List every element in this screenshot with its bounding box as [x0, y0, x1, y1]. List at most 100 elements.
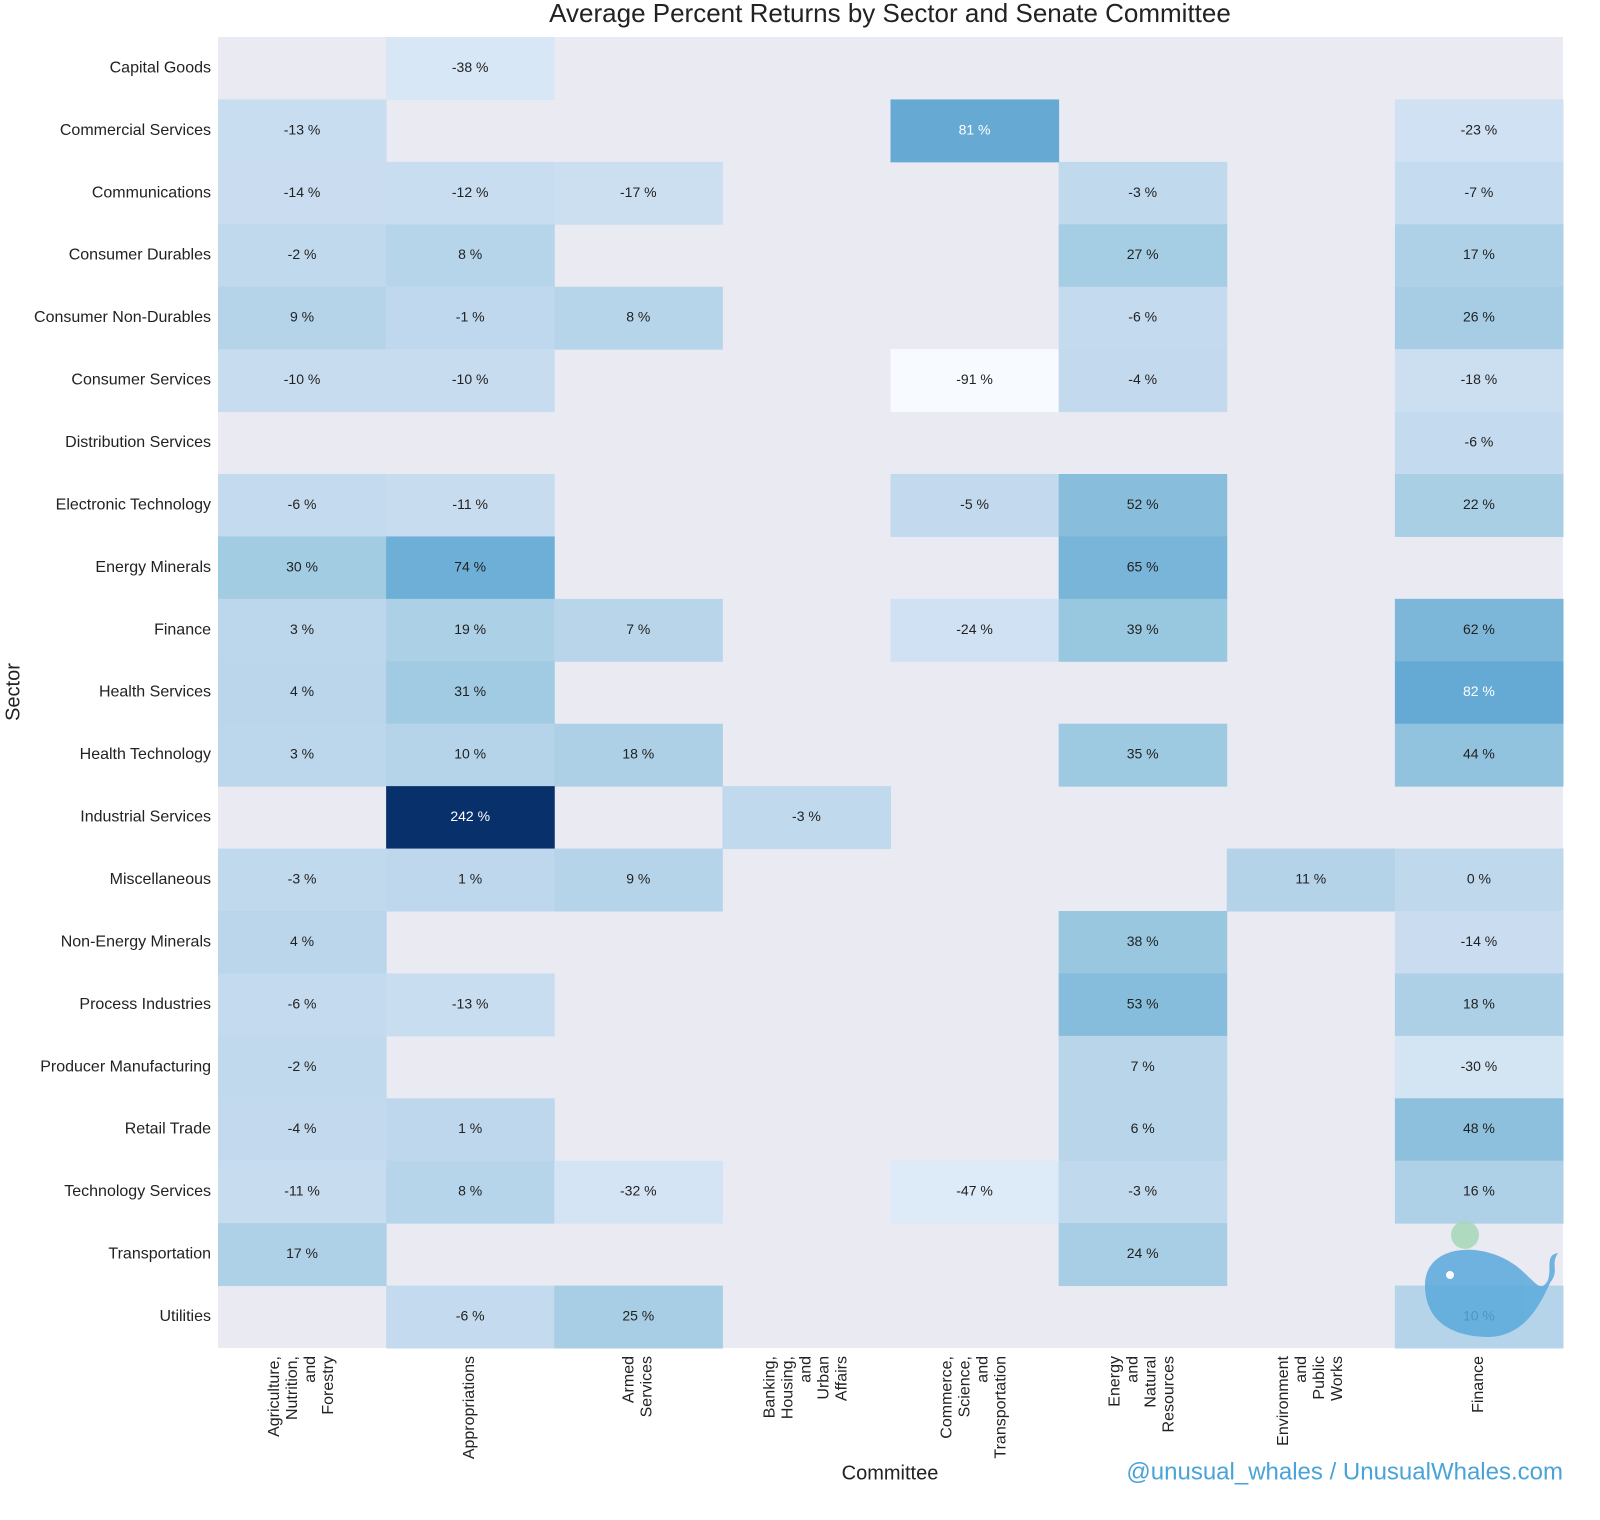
- heat-cell: [1058, 723, 1228, 787]
- heat-cell: [218, 349, 387, 413]
- x-tick-label: Banking,Housing,andUrbanAffairs: [762, 1356, 851, 1419]
- cell-label: -14 %: [1461, 933, 1498, 949]
- heat-cell: [386, 349, 555, 413]
- heat-cell: [1394, 1098, 1564, 1162]
- heat-cell: [1394, 99, 1564, 163]
- y-tick-label: Consumer Services: [71, 372, 211, 389]
- heat-cell: [218, 973, 387, 1037]
- cell-label: 9 %: [626, 870, 650, 886]
- heat-cell: [1394, 286, 1564, 350]
- cell-label: 27 %: [1127, 246, 1159, 262]
- x-tick-group: Commerce,Science,andTransportation: [939, 1356, 1010, 1459]
- cell-label: -1 %: [456, 309, 485, 325]
- heat-cell: [1058, 224, 1228, 288]
- heat-cell: [1058, 1098, 1228, 1162]
- cell-label: 74 %: [454, 558, 486, 574]
- cell-label: 35 %: [1127, 746, 1159, 762]
- heat-cell: [1058, 911, 1228, 974]
- heat-cell: [218, 1035, 387, 1099]
- heat-cell: [386, 1160, 555, 1224]
- cell-label: -18 %: [1461, 371, 1498, 387]
- cell-label: -10 %: [452, 371, 489, 387]
- cell-label: -3 %: [1128, 184, 1157, 200]
- cell-label: 3 %: [290, 746, 314, 762]
- heat-cell: [386, 598, 555, 662]
- heat-cell: [1058, 474, 1228, 537]
- cell-label: -5 %: [960, 496, 989, 512]
- cell-label: -6 %: [1128, 309, 1157, 325]
- cell-label: 52 %: [1127, 496, 1159, 512]
- heat-cell: [1058, 286, 1228, 350]
- x-tick-label: Finance: [1470, 1356, 1487, 1413]
- cell-label: 38 %: [1127, 933, 1159, 949]
- cell-label: -30 %: [1461, 1058, 1498, 1074]
- y-tick-label: Technology Services: [64, 1183, 211, 1200]
- heat-cell: [218, 474, 387, 537]
- watermark: @unusual_whales / UnusualWhales.com: [1126, 1458, 1563, 1485]
- whale-logo: [1425, 1221, 1558, 1337]
- heat-cell: [722, 786, 891, 850]
- heat-cell: [554, 848, 723, 912]
- heat-cell: [1058, 1223, 1228, 1287]
- heat-cell: [890, 99, 1060, 163]
- heat-cell: [1394, 224, 1564, 288]
- heat-cell: [218, 1098, 387, 1162]
- y-tick-label: Health Technology: [80, 746, 211, 763]
- heat-cell: [890, 1160, 1060, 1224]
- cell-label: -3 %: [792, 808, 821, 824]
- heat-cell: [386, 1098, 555, 1162]
- y-tick-label: Process Industries: [79, 996, 211, 1013]
- heat-cell: [1058, 161, 1228, 225]
- y-tick-label: Energy Minerals: [95, 559, 211, 576]
- heat-cell: [386, 723, 555, 787]
- heat-cell: [1058, 598, 1228, 662]
- heat-cell: [1058, 1035, 1228, 1099]
- heat-cell: [890, 349, 1060, 413]
- cell-label: -2 %: [288, 1058, 317, 1074]
- cell-label: 7 %: [1131, 1058, 1155, 1074]
- cell-label: -17 %: [620, 184, 657, 200]
- y-tick-label: Transportation: [108, 1246, 211, 1263]
- heat-cell: [1394, 1035, 1564, 1099]
- cell-label: 39 %: [1127, 621, 1159, 637]
- y-tick-label: Finance: [154, 621, 211, 638]
- cell-label: -6 %: [1465, 433, 1494, 449]
- cell-label: 53 %: [1127, 995, 1159, 1011]
- y-tick-label: Capital Goods: [110, 59, 211, 76]
- cell-label: 0 %: [1467, 870, 1491, 886]
- heat-cell: [1394, 598, 1564, 662]
- heat-cell: [218, 848, 387, 912]
- y-tick-label: Producer Manufacturing: [40, 1058, 211, 1075]
- cell-label: -13 %: [284, 121, 321, 137]
- cell-label: -6 %: [288, 496, 317, 512]
- heat-cell: [386, 973, 555, 1037]
- heat-cell: [554, 161, 723, 225]
- x-tick-label: EnergyandNaturalResources: [1107, 1356, 1178, 1432]
- heat-cell: [1394, 161, 1564, 225]
- cell-label: 30 %: [286, 558, 318, 574]
- heat-cell: [218, 224, 387, 288]
- heat-cell: [1394, 349, 1564, 413]
- x-tick-label: Commerce,Science,andTransportation: [939, 1356, 1010, 1459]
- cell-label: 3 %: [290, 621, 314, 637]
- heat-cell: [1394, 1160, 1564, 1224]
- cell-label: 62 %: [1463, 621, 1495, 637]
- cell-label: -32 %: [620, 1183, 657, 1199]
- cell-label: 1 %: [458, 870, 482, 886]
- cell-label: -12 %: [452, 184, 489, 200]
- cell-label: -91 %: [956, 371, 993, 387]
- heat-cell: [1394, 661, 1564, 725]
- y-tick-label: Communications: [92, 184, 211, 201]
- heat-cell: [386, 536, 555, 600]
- heat-cell: [1394, 973, 1564, 1037]
- x-tick-group: EnergyandNaturalResources: [1107, 1356, 1178, 1432]
- cell-label: 48 %: [1463, 1120, 1495, 1136]
- heat-cell: [218, 286, 387, 350]
- heat-cell: [386, 286, 555, 350]
- y-tick-label: Miscellaneous: [110, 871, 211, 888]
- cell-label: 26 %: [1463, 309, 1495, 325]
- heat-cell: [218, 1160, 387, 1224]
- cell-label: -10 %: [284, 371, 321, 387]
- x-tick-label: Agriculture,Nutrition,andForestry: [266, 1356, 337, 1437]
- cell-label: 17 %: [286, 1245, 318, 1261]
